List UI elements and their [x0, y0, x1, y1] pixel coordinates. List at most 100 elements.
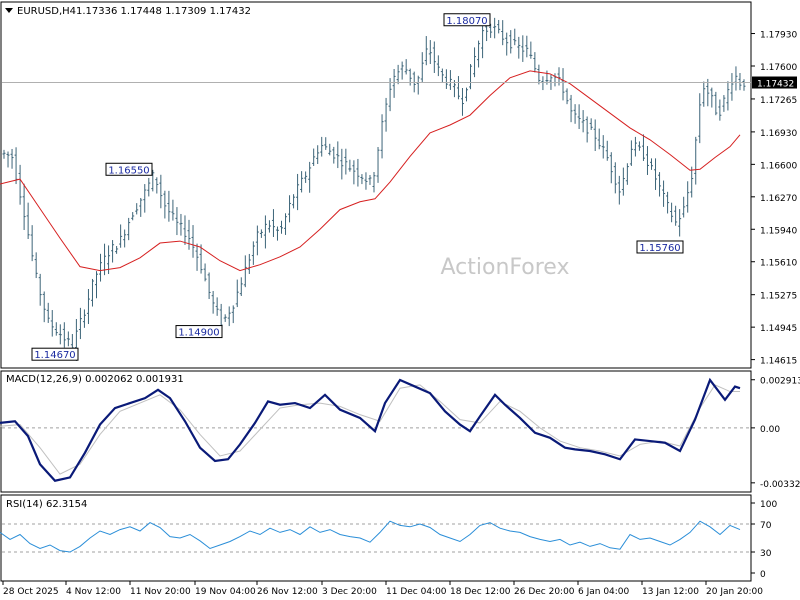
annotation-label: 1.15760 [639, 243, 680, 254]
price-bar [300, 171, 304, 193]
price-bar [577, 104, 581, 129]
price-bar [722, 95, 726, 112]
time-axis-label: 3 Dec 20:00 [322, 587, 377, 597]
price-bar [404, 59, 408, 75]
price-bar [734, 66, 738, 91]
price-bar [666, 191, 670, 214]
price-bar [573, 104, 577, 124]
price-bar [139, 197, 143, 217]
price-bar [448, 70, 452, 90]
price-bar [143, 184, 147, 213]
price-annotation: 1.16550 [105, 162, 153, 176]
price-bar [243, 255, 247, 288]
time-axis-label: 20 Jan 20:00 [706, 587, 763, 597]
price-bar [738, 72, 742, 91]
price-bar [147, 177, 151, 197]
price-bar [235, 279, 239, 308]
price-bar [288, 195, 292, 223]
price-bar [424, 36, 428, 66]
price-bar [171, 199, 175, 221]
price-bar [465, 87, 468, 102]
price-bar [521, 35, 525, 62]
price-bar [517, 36, 521, 59]
price-bar [340, 148, 344, 180]
price-axis-label: 1.15275 [760, 292, 797, 302]
price-bar [392, 68, 396, 98]
price-bar [2, 149, 6, 159]
watermark: ActionForex [441, 255, 570, 280]
price-bar [316, 145, 320, 164]
price-bar [86, 289, 90, 325]
price-bar [420, 52, 424, 82]
price-bar [78, 307, 82, 340]
price-bar [203, 263, 207, 282]
price-bar [674, 205, 678, 226]
price-annotation: 1.14900 [175, 325, 223, 339]
rsi-axis-label: 70 [760, 521, 772, 531]
price-bar [99, 253, 103, 282]
price-bar [360, 174, 364, 185]
time-axis-label: 13 Jan 12:00 [642, 587, 699, 597]
price-bar [167, 190, 171, 222]
price-axis-label: 1.17930 [760, 31, 797, 41]
price-bar [585, 116, 589, 143]
price-bar [525, 35, 529, 58]
price-bar [356, 158, 360, 187]
price-bar [416, 75, 420, 95]
time-axis-label: 18 Dec 12:00 [450, 587, 511, 597]
price-bar [400, 61, 404, 80]
price-bar [54, 322, 58, 336]
price-bar [364, 172, 368, 190]
price-bar [384, 97, 388, 132]
price-bar [223, 314, 227, 322]
price-bar [324, 137, 328, 150]
macd-main-line [0, 377, 741, 482]
price-bar [280, 220, 283, 234]
rsi-panel-frame [0, 494, 752, 582]
time-axis-label: 19 Nov 04:00 [195, 587, 256, 597]
price-bar [742, 79, 746, 91]
price-bar [625, 163, 629, 185]
price-bar [368, 174, 372, 185]
price-bar [553, 73, 557, 87]
price-bar [175, 207, 179, 236]
price-bar [469, 64, 473, 90]
price-bar [38, 273, 42, 306]
price-bar [581, 110, 585, 133]
price-bar [131, 212, 135, 221]
price-bar [14, 147, 18, 185]
collapse-triangle-icon[interactable] [5, 8, 13, 13]
macd-axis-label: 0.002913 [760, 377, 800, 387]
price-bar [481, 20, 485, 59]
price-bar [312, 148, 316, 166]
price-bar [284, 213, 288, 235]
price-axis-label: 1.15940 [760, 226, 797, 236]
symbol-label: EURUSD,H4 [17, 6, 76, 17]
macd-panel-frame [0, 370, 752, 493]
price-bar [718, 99, 722, 121]
price-axis-label: 1.14945 [760, 324, 797, 334]
price-bar [662, 180, 666, 207]
price-bar [698, 93, 702, 144]
ohlc-values: 1.17336 1.17448 1.17309 1.17432 [76, 6, 251, 17]
price-bar [10, 148, 14, 169]
price-bar [127, 217, 131, 241]
price-bar [380, 114, 384, 159]
price-annotation: 1.18070 [443, 13, 491, 27]
price-bar [328, 143, 332, 156]
price-bar [207, 272, 211, 299]
price-bar [396, 64, 400, 85]
time-axis-label: 6 Jan 04:00 [578, 587, 630, 597]
price-bar [597, 128, 601, 150]
price-bar [473, 47, 477, 78]
price-bar [730, 73, 734, 101]
price-bar [247, 253, 251, 274]
price-bar [694, 136, 698, 185]
price-bar [533, 52, 537, 73]
price-bar [6, 151, 10, 168]
price-bar [30, 225, 34, 262]
price-axis-label: 1.16930 [760, 129, 797, 139]
price-bar [569, 94, 573, 123]
price-bar [199, 244, 203, 274]
price-bar [432, 41, 436, 73]
